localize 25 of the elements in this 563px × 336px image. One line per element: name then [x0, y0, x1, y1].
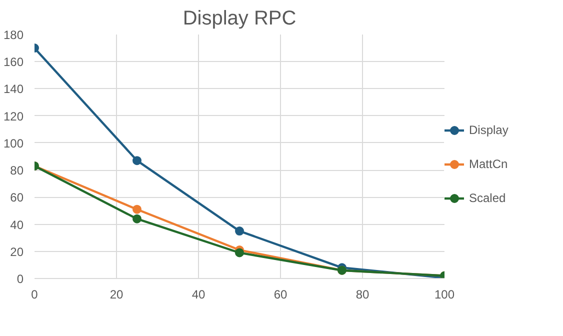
y-tick-label: 180	[3, 28, 24, 42]
y-tick-label: 140	[3, 82, 24, 96]
y-tick-label: 40	[10, 218, 24, 232]
legend-label: Scaled	[469, 191, 506, 205]
y-tick-label: 80	[10, 164, 24, 178]
chart-title: Display RPC	[182, 8, 296, 30]
y-tick-label: 120	[3, 109, 24, 124]
x-tick-label: 20	[110, 288, 124, 302]
y-tick-label: 160	[3, 55, 24, 70]
x-tick-label: 100	[434, 288, 455, 302]
x-tick-label: 0	[31, 288, 38, 302]
x-tick-label: 40	[192, 288, 206, 302]
y-tick-label: 0	[16, 272, 24, 286]
legend-label: Display	[469, 123, 508, 137]
point	[132, 156, 142, 166]
point	[235, 226, 244, 236]
point	[235, 248, 244, 258]
point	[132, 204, 142, 214]
x-tick-label: 80	[356, 288, 370, 302]
legend-label: MattCn	[469, 157, 508, 171]
x-tick-label: 60	[274, 288, 288, 302]
point	[132, 214, 142, 224]
y-tick-label: 20	[10, 244, 24, 259]
y-tick-label: 60	[10, 190, 24, 205]
y-tick-label: 100	[3, 136, 24, 150]
